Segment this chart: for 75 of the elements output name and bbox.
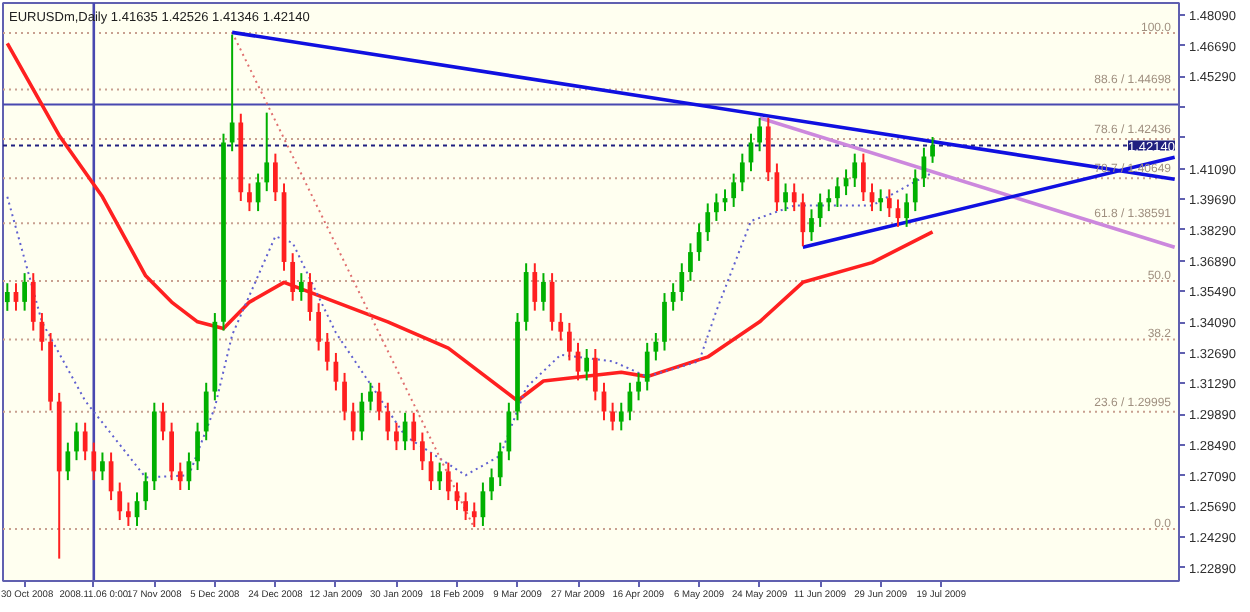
candlestick bbox=[463, 491, 468, 522]
candlestick bbox=[679, 262, 685, 302]
candlestick bbox=[852, 152, 858, 188]
candlestick bbox=[791, 182, 797, 213]
candlestick bbox=[912, 168, 918, 213]
candlestick bbox=[584, 348, 590, 382]
candlestick bbox=[324, 332, 330, 372]
candlestick bbox=[195, 421, 200, 472]
candlestick bbox=[298, 272, 304, 302]
candlestick bbox=[316, 302, 321, 352]
candlestick bbox=[610, 401, 615, 432]
candlestick bbox=[688, 242, 693, 282]
candlestick bbox=[368, 381, 373, 412]
candlestick bbox=[290, 252, 296, 302]
candlestick bbox=[126, 501, 131, 527]
candlestick bbox=[376, 381, 382, 422]
candlestick bbox=[4, 282, 10, 312]
candlestick bbox=[636, 371, 641, 402]
candlestick bbox=[411, 411, 417, 452]
candlestick bbox=[532, 262, 538, 312]
candlestick bbox=[471, 501, 477, 529]
candlestick bbox=[91, 441, 97, 482]
candlestick bbox=[835, 176, 840, 208]
candlestick bbox=[22, 272, 27, 312]
candlestick bbox=[886, 188, 892, 219]
candlestick bbox=[100, 451, 105, 482]
candlestick bbox=[117, 481, 123, 522]
candlestick bbox=[177, 461, 183, 491]
candlestick bbox=[247, 182, 252, 213]
candlestick bbox=[497, 441, 503, 488]
candlestick bbox=[783, 182, 788, 213]
line-series bbox=[6, 171, 934, 479]
candlestick bbox=[264, 111, 270, 193]
candlestick bbox=[169, 421, 174, 482]
candlestick bbox=[878, 188, 884, 213]
candlestick bbox=[618, 401, 624, 432]
candlestick bbox=[757, 116, 762, 153]
candlestick bbox=[567, 321, 572, 362]
candlestick bbox=[541, 272, 546, 312]
candlestick bbox=[385, 401, 391, 442]
candlestick bbox=[653, 332, 659, 362]
candlestick bbox=[705, 202, 711, 242]
line-series bbox=[5, 41, 935, 403]
candlestick bbox=[342, 371, 347, 422]
candlestick bbox=[800, 192, 806, 248]
candlestick bbox=[420, 431, 425, 472]
candlestick bbox=[506, 401, 512, 462]
candlestick bbox=[350, 401, 356, 442]
candlestick bbox=[731, 172, 737, 208]
candlestick bbox=[817, 192, 823, 228]
candlestick bbox=[143, 471, 149, 511]
candlestick bbox=[861, 152, 866, 202]
candlestick bbox=[65, 441, 71, 482]
candlestick bbox=[714, 192, 719, 222]
candlestick bbox=[74, 421, 79, 462]
candlestick bbox=[765, 116, 771, 183]
candlestick bbox=[489, 467, 494, 502]
candlestick bbox=[273, 152, 278, 202]
candlestick bbox=[558, 312, 564, 342]
candlestick bbox=[662, 292, 667, 352]
candlestick bbox=[203, 381, 209, 442]
candlestick bbox=[82, 421, 88, 462]
candlestick bbox=[30, 272, 36, 332]
candlestick bbox=[229, 33, 235, 153]
candlestick bbox=[670, 282, 676, 312]
candlestick bbox=[394, 421, 399, 452]
candlestick bbox=[826, 188, 832, 213]
candlestick bbox=[644, 341, 650, 392]
candlestick bbox=[359, 391, 365, 442]
candlestick bbox=[809, 208, 814, 242]
candlestick bbox=[437, 461, 443, 491]
candlestick bbox=[445, 461, 451, 502]
candlestick bbox=[930, 135, 935, 164]
candlestick bbox=[739, 152, 745, 193]
candlestick bbox=[904, 192, 909, 228]
